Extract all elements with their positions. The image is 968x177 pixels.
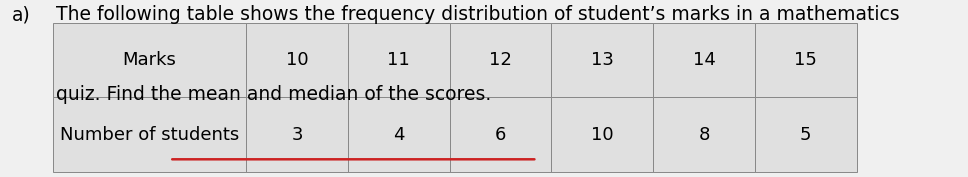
Bar — [552, 23, 653, 97]
Bar — [755, 23, 857, 97]
Bar — [246, 97, 348, 172]
Text: 8: 8 — [698, 125, 710, 144]
Bar — [653, 23, 755, 97]
Text: a): a) — [12, 5, 30, 24]
Bar — [348, 97, 449, 172]
Text: 3: 3 — [291, 125, 303, 144]
Text: 13: 13 — [590, 51, 614, 69]
Text: Marks: Marks — [123, 51, 176, 69]
Text: 12: 12 — [489, 51, 512, 69]
Bar — [653, 97, 755, 172]
Bar — [449, 23, 552, 97]
Text: 11: 11 — [387, 51, 410, 69]
Text: quiz. Find the mean and median of the scores.: quiz. Find the mean and median of the sc… — [56, 85, 492, 104]
Bar — [53, 97, 246, 172]
Bar — [348, 23, 449, 97]
Text: 15: 15 — [795, 51, 817, 69]
Bar — [755, 97, 857, 172]
Text: 14: 14 — [692, 51, 715, 69]
Text: 10: 10 — [286, 51, 308, 69]
Bar — [246, 23, 348, 97]
Bar — [552, 97, 653, 172]
Bar — [449, 97, 552, 172]
Text: 6: 6 — [495, 125, 506, 144]
Text: 10: 10 — [590, 125, 614, 144]
Bar — [53, 23, 246, 97]
Text: 4: 4 — [393, 125, 405, 144]
Text: 5: 5 — [800, 125, 811, 144]
Text: The following table shows the frequency distribution of student’s marks in a mat: The following table shows the frequency … — [56, 5, 900, 24]
Text: Number of students: Number of students — [60, 125, 239, 144]
